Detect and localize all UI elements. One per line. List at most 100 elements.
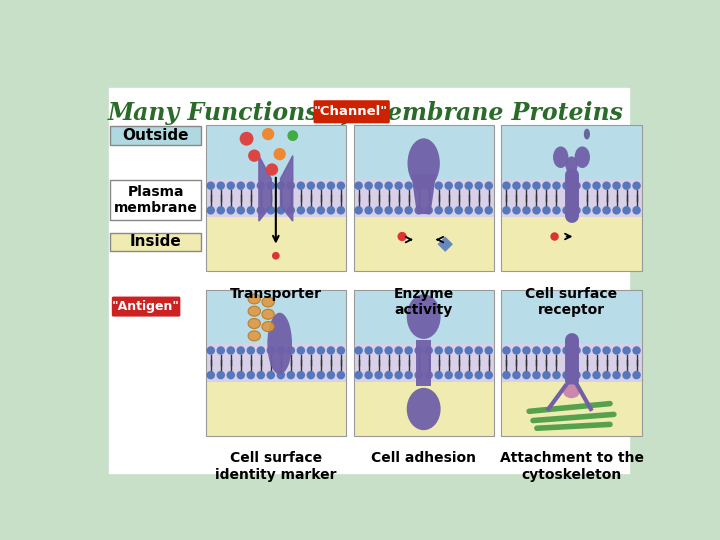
Ellipse shape xyxy=(603,206,611,214)
Ellipse shape xyxy=(454,181,463,190)
Ellipse shape xyxy=(256,206,265,214)
Ellipse shape xyxy=(622,371,631,379)
Ellipse shape xyxy=(542,346,551,355)
Ellipse shape xyxy=(474,371,483,379)
Ellipse shape xyxy=(612,206,621,214)
Ellipse shape xyxy=(407,388,441,430)
Ellipse shape xyxy=(337,181,345,190)
Ellipse shape xyxy=(217,346,225,355)
Ellipse shape xyxy=(227,371,235,379)
Ellipse shape xyxy=(266,164,278,176)
Ellipse shape xyxy=(405,371,413,379)
Ellipse shape xyxy=(217,371,225,379)
Ellipse shape xyxy=(354,206,363,214)
Ellipse shape xyxy=(354,371,363,379)
Ellipse shape xyxy=(512,371,521,379)
Ellipse shape xyxy=(425,346,433,355)
Ellipse shape xyxy=(374,181,383,190)
Ellipse shape xyxy=(425,206,433,214)
Ellipse shape xyxy=(262,297,274,307)
Text: Transporter: Transporter xyxy=(230,287,322,301)
Ellipse shape xyxy=(262,322,274,332)
Ellipse shape xyxy=(287,181,295,190)
Ellipse shape xyxy=(503,371,510,379)
Bar xyxy=(501,289,642,436)
Ellipse shape xyxy=(227,181,235,190)
Bar xyxy=(206,289,346,436)
Ellipse shape xyxy=(374,346,383,355)
Bar xyxy=(206,125,346,179)
Text: Many Functions of Membrane Proteins: Many Functions of Membrane Proteins xyxy=(107,100,623,125)
Ellipse shape xyxy=(572,181,581,190)
Ellipse shape xyxy=(266,206,275,214)
Bar xyxy=(354,382,494,436)
Ellipse shape xyxy=(248,331,261,341)
Ellipse shape xyxy=(563,384,580,398)
Bar xyxy=(354,179,494,217)
Ellipse shape xyxy=(532,206,541,214)
Bar xyxy=(110,233,201,251)
Ellipse shape xyxy=(246,181,255,190)
Bar xyxy=(354,217,494,271)
Ellipse shape xyxy=(307,371,315,379)
Polygon shape xyxy=(438,237,453,252)
Ellipse shape xyxy=(207,181,215,190)
Ellipse shape xyxy=(217,206,225,214)
Ellipse shape xyxy=(307,206,315,214)
Ellipse shape xyxy=(503,206,510,214)
Ellipse shape xyxy=(582,346,590,355)
Ellipse shape xyxy=(612,181,621,190)
Text: Cell adhesion: Cell adhesion xyxy=(372,451,476,465)
Ellipse shape xyxy=(593,371,600,379)
Ellipse shape xyxy=(542,371,551,379)
Bar xyxy=(110,180,201,220)
Ellipse shape xyxy=(354,346,363,355)
Ellipse shape xyxy=(562,206,571,214)
Ellipse shape xyxy=(237,371,245,379)
Ellipse shape xyxy=(364,181,373,190)
Ellipse shape xyxy=(485,206,493,214)
Ellipse shape xyxy=(276,181,285,190)
Ellipse shape xyxy=(434,371,443,379)
Ellipse shape xyxy=(454,346,463,355)
Ellipse shape xyxy=(474,206,483,214)
Ellipse shape xyxy=(364,206,373,214)
Ellipse shape xyxy=(256,346,265,355)
Ellipse shape xyxy=(632,346,641,355)
Ellipse shape xyxy=(266,181,275,190)
Ellipse shape xyxy=(582,181,590,190)
Ellipse shape xyxy=(550,232,559,241)
Bar xyxy=(501,125,642,179)
Bar xyxy=(501,289,642,343)
Ellipse shape xyxy=(337,346,345,355)
Text: Plasma
membrane: Plasma membrane xyxy=(114,185,198,215)
Ellipse shape xyxy=(584,129,590,139)
Ellipse shape xyxy=(237,206,245,214)
Ellipse shape xyxy=(248,150,261,162)
Ellipse shape xyxy=(542,206,551,214)
Ellipse shape xyxy=(572,346,581,355)
Ellipse shape xyxy=(485,181,493,190)
Ellipse shape xyxy=(297,181,305,190)
Polygon shape xyxy=(412,175,435,213)
Ellipse shape xyxy=(444,346,453,355)
Ellipse shape xyxy=(512,181,521,190)
Ellipse shape xyxy=(454,206,463,214)
Ellipse shape xyxy=(374,371,383,379)
Ellipse shape xyxy=(397,232,407,241)
Ellipse shape xyxy=(434,181,443,190)
Ellipse shape xyxy=(503,181,510,190)
Ellipse shape xyxy=(327,181,335,190)
Bar xyxy=(501,343,642,382)
Bar xyxy=(501,125,642,271)
Ellipse shape xyxy=(317,371,325,379)
Ellipse shape xyxy=(327,346,335,355)
Ellipse shape xyxy=(207,371,215,379)
Ellipse shape xyxy=(522,346,531,355)
Ellipse shape xyxy=(593,346,600,355)
Ellipse shape xyxy=(240,132,253,146)
Text: Cell surface
identity marker: Cell surface identity marker xyxy=(215,451,336,482)
Ellipse shape xyxy=(603,181,611,190)
FancyBboxPatch shape xyxy=(314,100,390,123)
Ellipse shape xyxy=(272,252,279,260)
